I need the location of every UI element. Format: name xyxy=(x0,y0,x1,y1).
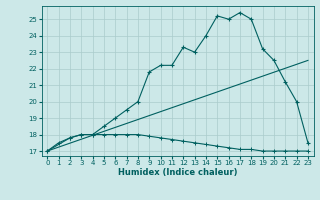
X-axis label: Humidex (Indice chaleur): Humidex (Indice chaleur) xyxy=(118,168,237,177)
